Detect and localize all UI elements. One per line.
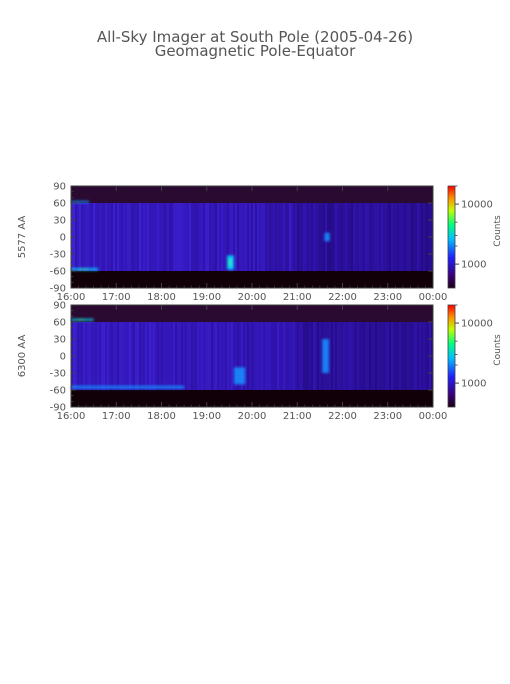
- heatmap-texture: [71, 322, 433, 390]
- x-tick-label: 21:00: [283, 292, 312, 303]
- colorbar: [447, 304, 456, 408]
- aurora-feature-core: [229, 258, 232, 267]
- x-tick-label: 17:00: [102, 411, 131, 422]
- colorbar-tick-label: 10000: [461, 200, 493, 211]
- y-axis-label: 5577 AA: [17, 216, 28, 259]
- chart-subtitle: Geomagnetic Pole-Equator: [155, 42, 356, 60]
- x-tick-label: 20:00: [238, 411, 267, 422]
- heatmap-features: [71, 318, 329, 389]
- x-tick-label: 23:00: [373, 292, 402, 303]
- colorbar-tick-label: 1000: [461, 379, 486, 390]
- y-tick-label: -30: [50, 250, 66, 261]
- heatmap-area: [71, 186, 433, 288]
- x-tick-label: 19:00: [192, 292, 221, 303]
- y-tick-label: -90: [50, 403, 66, 414]
- y-axis-label: 6300 AA: [17, 335, 28, 378]
- x-tick-label: 16:00: [57, 411, 86, 422]
- colorbar: [447, 185, 456, 289]
- heatmap-features: [71, 200, 330, 271]
- y-tick-label: 30: [53, 335, 66, 346]
- x-tick-label: 19:00: [192, 411, 221, 422]
- colorbar-label: Counts: [493, 215, 503, 247]
- y-tick-label: 90: [53, 301, 66, 312]
- y-tick-label: -90: [50, 284, 66, 295]
- x-tick-label: 17:00: [102, 292, 131, 303]
- y-tick-label: 0: [60, 233, 66, 244]
- heatmap-area: [71, 305, 433, 407]
- x-tick-label: 00:00: [419, 411, 448, 422]
- aurora-feature: [324, 232, 330, 242]
- colorbar-label: Counts: [493, 334, 503, 366]
- y-tick-label: -60: [50, 267, 66, 278]
- y-tick-label: 0: [60, 352, 66, 363]
- aurora-feature: [322, 339, 329, 373]
- y-tick-label: 60: [53, 199, 66, 210]
- aurora-feature: [233, 367, 246, 385]
- heatmap-texture: [71, 203, 433, 271]
- colorbar-tick-label: 10000: [461, 319, 493, 330]
- x-tick-label: 16:00: [57, 292, 86, 303]
- x-tick-label: 21:00: [283, 411, 312, 422]
- aurora-feature-core: [79, 268, 88, 270]
- x-tick-label: 20:00: [238, 292, 267, 303]
- y-tick-label: 30: [53, 216, 66, 227]
- x-tick-label: 18:00: [147, 292, 176, 303]
- aurora-feature: [71, 200, 90, 203]
- y-tick-label: 60: [53, 318, 66, 329]
- colorbar-tick-label: 1000: [461, 260, 486, 271]
- x-tick-label: 00:00: [419, 292, 448, 303]
- y-tick-label: 90: [53, 182, 66, 193]
- x-tick-label: 23:00: [373, 411, 402, 422]
- x-tick-label: 18:00: [147, 411, 176, 422]
- chart-title: All-Sky Imager at South Pole (2005-04-26…: [97, 28, 413, 46]
- aurora-feature-core: [77, 319, 85, 321]
- y-tick-label: -30: [50, 369, 66, 380]
- y-tick-label: -60: [50, 386, 66, 397]
- x-tick-label: 22:00: [328, 411, 357, 422]
- aurora-feature: [71, 385, 185, 389]
- x-tick-label: 22:00: [328, 292, 357, 303]
